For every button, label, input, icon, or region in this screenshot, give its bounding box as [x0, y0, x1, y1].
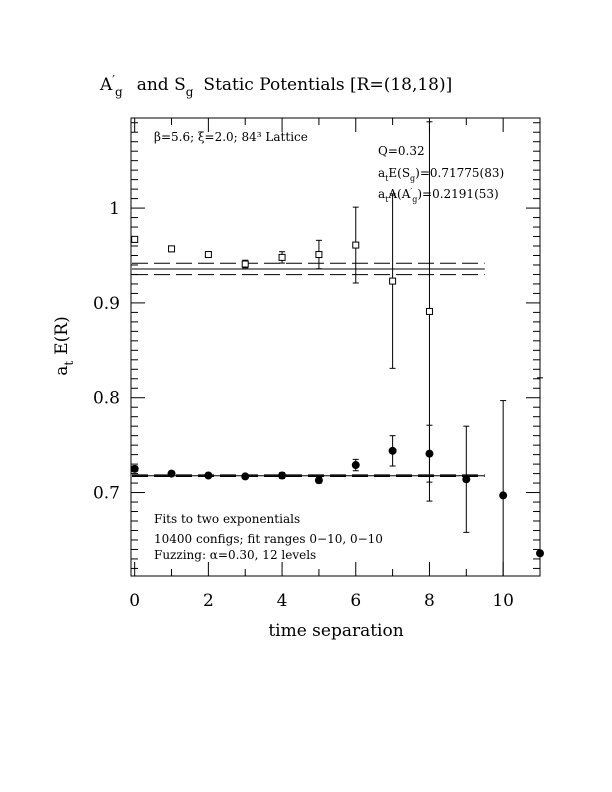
- q-annotation: Q=0.32: [378, 144, 425, 158]
- data-points: [130, 121, 544, 576]
- x-tick-label: 4: [277, 591, 288, 611]
- data-point-square: [278, 253, 286, 261]
- fits-line-1: Fits to two exponentials: [154, 512, 300, 526]
- data-point-circle: [351, 461, 360, 470]
- data-point-circle: [314, 476, 323, 485]
- data-point-circle: [536, 549, 544, 558]
- x-tick-label: 6: [350, 591, 361, 611]
- x-tick-label: 8: [424, 591, 435, 611]
- plot-frame: [130, 117, 541, 577]
- data-point-square: [425, 307, 433, 315]
- data-point-circle: [204, 471, 213, 480]
- data-point-circle: [167, 469, 176, 478]
- data-point-circle: [388, 446, 397, 455]
- tick-labels: 0 2 4 6 8 10 0.7 0.8 0.9 1: [93, 199, 514, 611]
- data-point-square: [352, 241, 360, 249]
- data-point-circle: [499, 491, 508, 500]
- x-tick-label: 0: [129, 591, 140, 611]
- axis-ticks: [131, 118, 541, 576]
- y-tick-label: 0.9: [93, 294, 120, 314]
- y-tick-label: 1: [109, 199, 120, 219]
- y-tick-label: 0.8: [93, 389, 120, 409]
- data-point-circle: [425, 449, 434, 458]
- data-point-circle: [130, 464, 139, 473]
- data-point-circle: [278, 471, 287, 480]
- x-tick-label: 10: [492, 591, 514, 611]
- lattice-annotation: β=5.6; ξ=2.0; 84³ Lattice: [154, 130, 308, 144]
- chart-title: A′g and Sg Static Potentials [R=(18,18)]: [99, 73, 452, 99]
- data-point-circle: [462, 475, 471, 484]
- y-tick-label: 0.7: [93, 484, 120, 504]
- data-point-square: [204, 251, 212, 259]
- data-point-square: [389, 277, 397, 285]
- energy-sg-annotation: atE(Sg)=0.71775(83): [378, 166, 504, 183]
- fit-bands: [132, 262, 485, 478]
- data-point-circle: [241, 472, 250, 481]
- data-point-square: [315, 251, 323, 259]
- data-point-square: [168, 245, 176, 253]
- x-axis-label: time separation: [268, 621, 403, 641]
- data-point-square: [241, 260, 249, 268]
- data-point-square: [131, 235, 139, 243]
- energy-ag-annotation: atA(A′g)=0.2191(53): [378, 187, 499, 204]
- fits-line-3: Fuzzing: α=0.30, 12 levels: [154, 548, 316, 562]
- fits-line-2: 10400 configs; fit ranges 0−10, 0−10: [154, 532, 383, 546]
- y-axis-label: atE(R): [52, 316, 76, 375]
- x-tick-label: 2: [203, 591, 214, 611]
